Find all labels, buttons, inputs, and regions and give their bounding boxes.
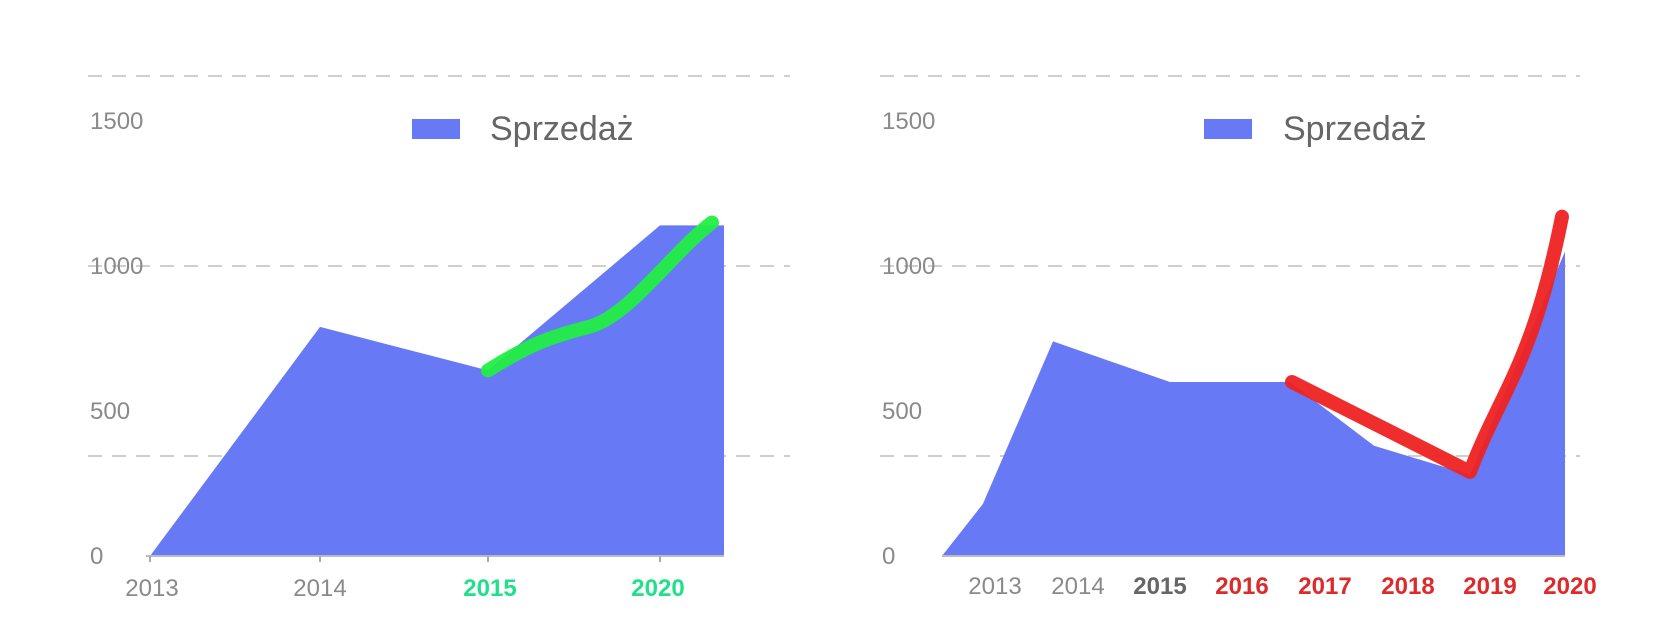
y-tick-label: 0 <box>90 543 103 570</box>
x-tick-label: 2020 <box>1543 573 1596 600</box>
legend-swatch <box>412 119 460 139</box>
y-tick-label: 1500 <box>90 108 143 135</box>
x-tick-label: 2014 <box>293 575 346 602</box>
y-tick-label: 0 <box>882 543 895 570</box>
highlight-trend-stroke <box>481 215 719 378</box>
x-tick-label: 2014 <box>1051 573 1104 600</box>
sales-area-chart-right: 0 500 1000 1500 2013 2014 2015 2016 2017 2018 2019… <box>880 75 1597 600</box>
x-tick-label: 2020 <box>631 575 684 602</box>
y-tick-label: 1000 <box>882 253 935 280</box>
sales-area <box>150 225 724 556</box>
x-tick-label: 2017 <box>1298 573 1351 600</box>
x-tick-label: 2019 <box>1463 573 1516 600</box>
legend-label: Sprzedaż <box>490 110 634 148</box>
legend-swatch <box>1204 119 1252 139</box>
x-tick-label: 2013 <box>968 573 1021 600</box>
x-tick-label: 2018 <box>1381 573 1434 600</box>
y-tick-label: 500 <box>90 398 130 425</box>
x-tick-label: 2016 <box>1215 573 1268 600</box>
y-tick-label: 1500 <box>882 108 935 135</box>
y-tick-label: 500 <box>882 398 922 425</box>
legend-label: Sprzedaż <box>1283 110 1427 148</box>
sales-area-chart-left: 0 500 1000 1500 2013 2014 2015 2020 Sprzedaż <box>88 75 790 602</box>
y-tick-label: 1000 <box>90 253 143 280</box>
highlight-trend-stroke <box>1285 209 1569 479</box>
x-tick-label: 2015 <box>463 575 516 602</box>
x-tick-label: 2015 <box>1133 573 1186 600</box>
x-tick-label: 2013 <box>125 575 178 602</box>
sales-area <box>942 251 1565 556</box>
